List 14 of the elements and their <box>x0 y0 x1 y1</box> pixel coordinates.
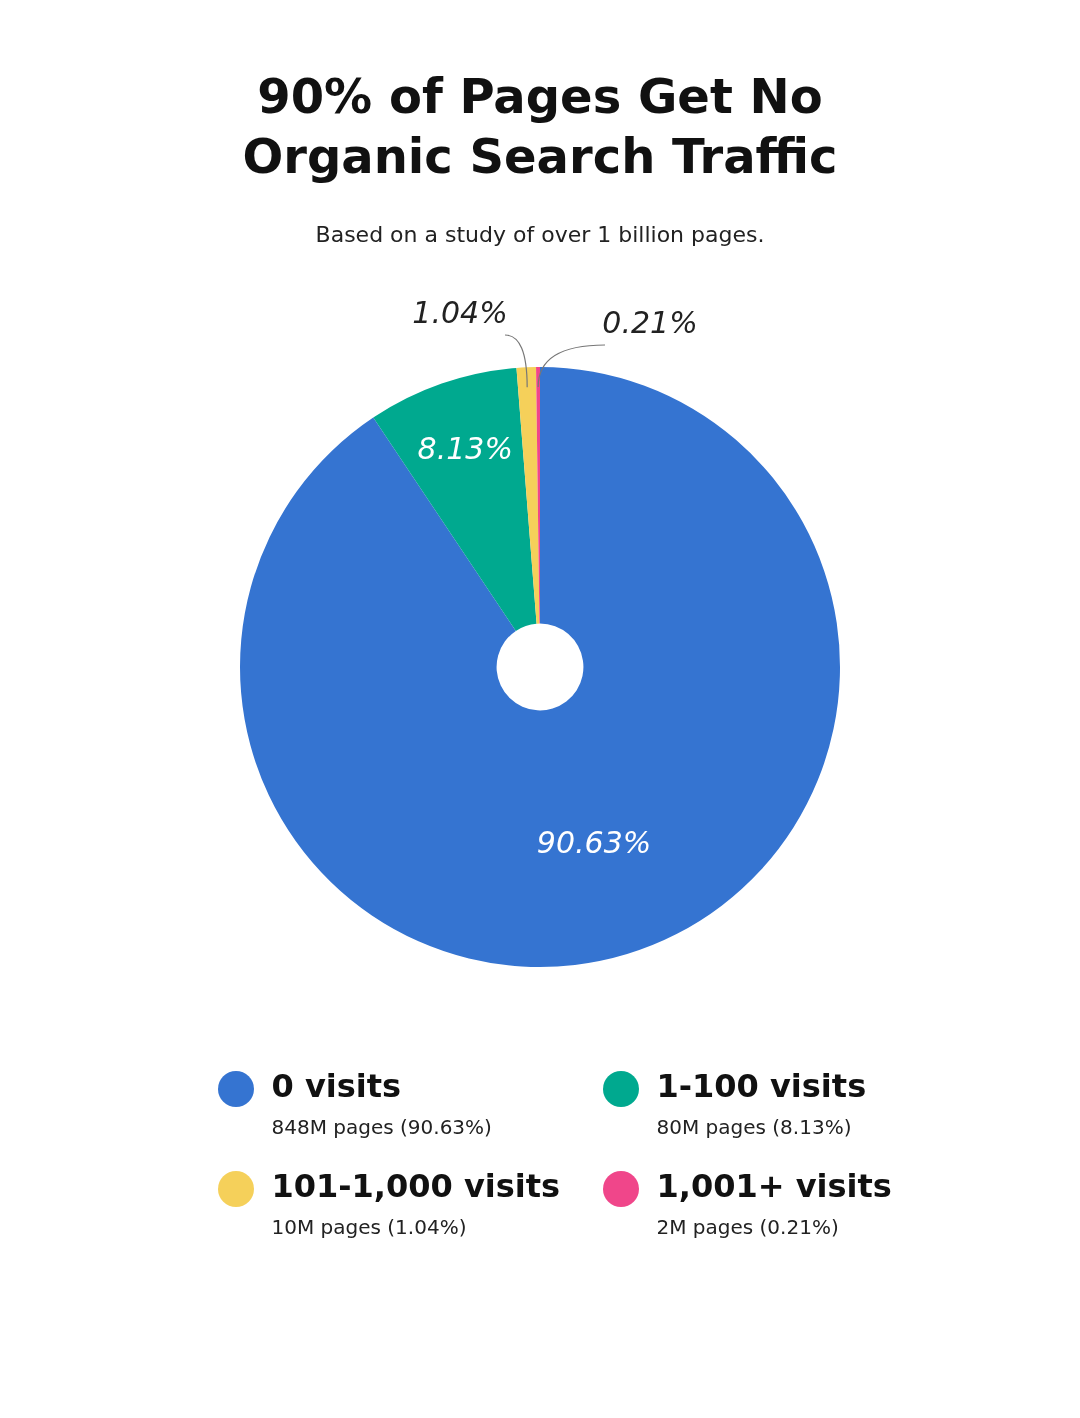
legend-label: 1-100 visits <box>656 1067 867 1105</box>
chart-subtitle: Based on a study of over 1 billion pages. <box>314 222 766 247</box>
text: 10M pages (1.04%) <box>271 1215 468 1239</box>
legend-label: 1,001+ visits <box>656 1167 892 1205</box>
text: 80M pages (8.13%) <box>656 1115 853 1139</box>
data-label: 90.63% <box>536 824 652 860</box>
text: 2M pages (0.21%) <box>656 1215 840 1239</box>
text: 848M pages (90.63%) <box>271 1115 492 1139</box>
data-label: 1.04% <box>412 294 508 330</box>
legend-label: 101-1,000 visits <box>271 1167 561 1205</box>
data-label: 8.13% <box>417 431 513 467</box>
legend-label: 0 visits <box>271 1067 403 1105</box>
data-label: 0.21% <box>602 304 698 340</box>
chart-title: 90% of Pages Get No Organic Search Traffic <box>241 67 839 186</box>
